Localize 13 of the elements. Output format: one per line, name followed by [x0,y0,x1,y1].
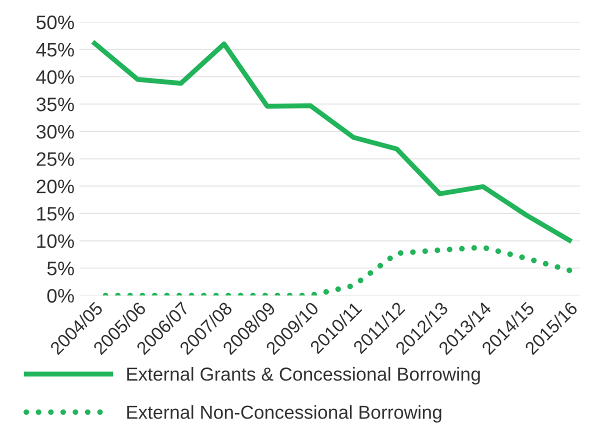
y-tick-label: 0% [47,288,74,303]
y-tick-label: 45% [36,42,74,57]
y-tick-label: 20% [36,180,74,194]
y-tick-label: 40% [36,70,74,84]
legend-label: External Non-Concessional Borrowing [127,405,442,423]
y-tick-label: 10% [37,234,74,248]
y-tick-label: 5% [47,262,74,276]
y-tick-label: 35% [36,98,74,112]
y-tick-label: 25% [36,152,74,166]
y-tick-label: 15% [37,206,74,221]
y-tick-label: 50% [36,16,74,30]
y-tick-label: 30% [36,124,74,139]
legend-label: External Grants & Concessional Borrowing [127,367,480,385]
